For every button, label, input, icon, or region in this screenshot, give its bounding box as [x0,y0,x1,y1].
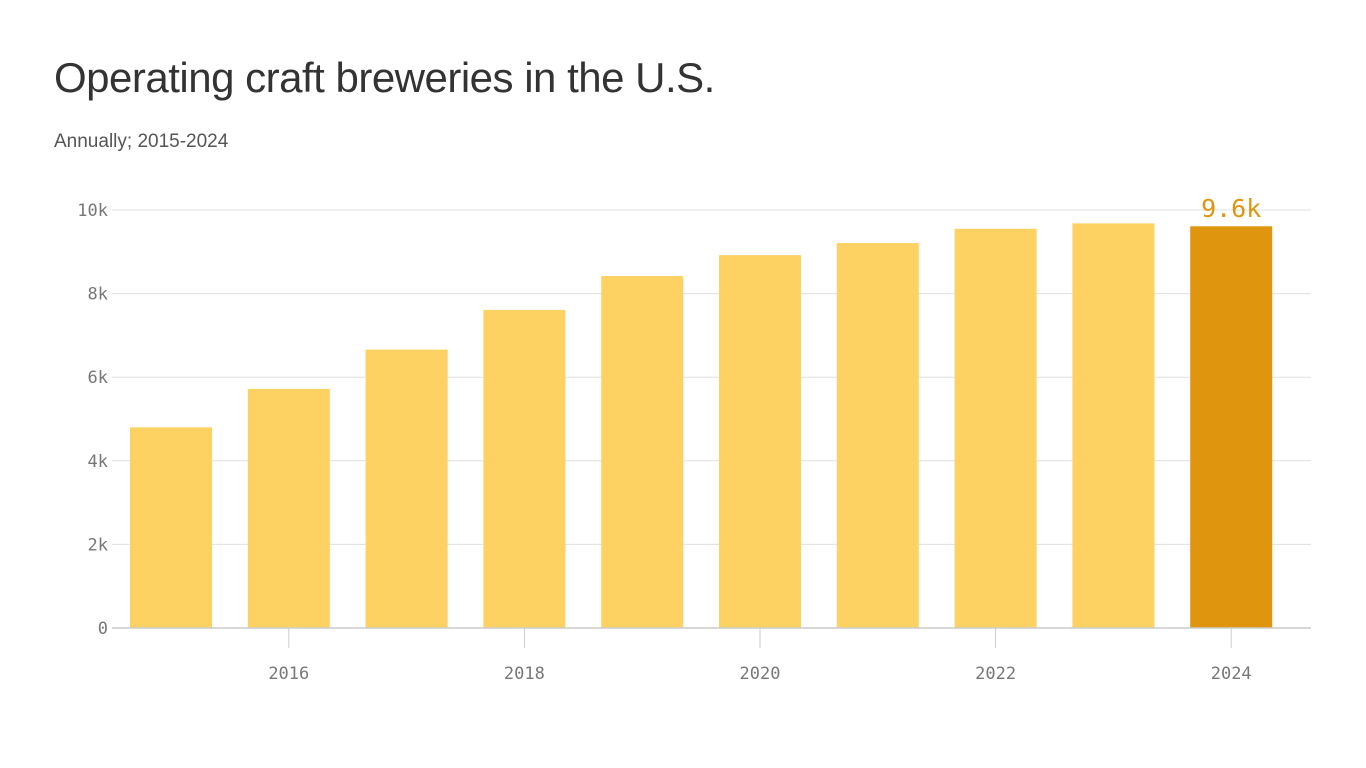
chart-subtitle: Annually; 2015-2024 [54,131,229,152]
bar [247,388,330,628]
bar [601,276,684,628]
highlight-data-label: 9.6k [1201,194,1261,223]
bar [836,243,919,628]
x-tick-label: 2024 [1211,664,1252,684]
chart-title: Operating craft breweries in the U.S. [54,54,715,101]
labels: 0 2k 4k 6k 8k 10k 2016 2018 2020 2022 2024 9.6k [77,194,1261,684]
bar [1072,223,1155,628]
bar [483,309,566,628]
y-tick-label: 4k [88,452,108,472]
x-tick-label: 2022 [975,664,1016,684]
bar [130,427,212,628]
y-tick-label: 10k [77,201,108,221]
y-tick-label: 0 [98,619,108,639]
y-tick-label: 2k [88,535,108,555]
bar [719,255,801,629]
bar [365,349,448,628]
bar-highlight [1190,226,1273,628]
bar [954,228,1037,628]
y-tick-label: 6k [88,368,108,388]
y-tick-label: 8k [88,285,108,305]
x-tick-label: 2020 [740,664,781,684]
x-tick-label: 2018 [504,664,545,684]
bars [130,223,1273,629]
x-tick-label: 2016 [268,664,309,684]
axes [112,627,1311,648]
